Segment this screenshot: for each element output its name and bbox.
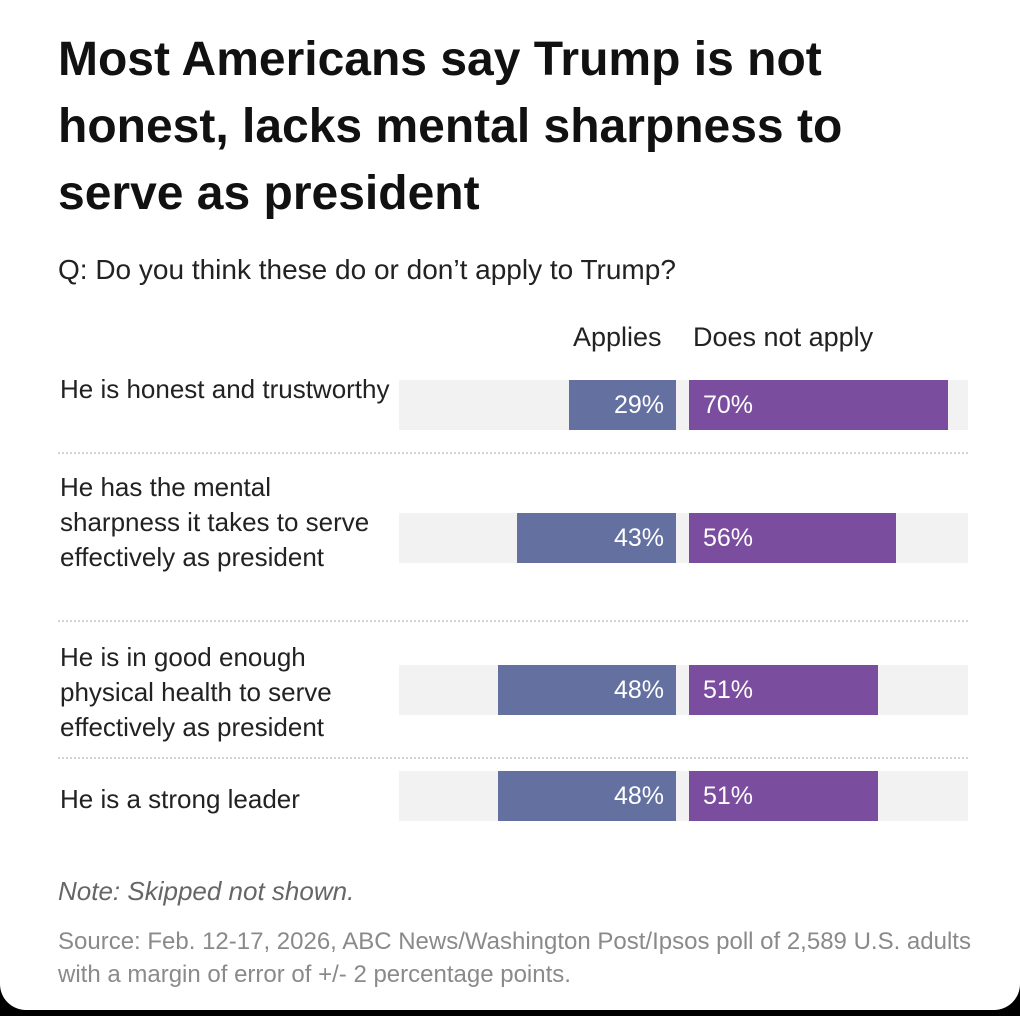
bar-track (399, 665, 968, 715)
chart-title: Most Americans say Trump is not honest, … (58, 33, 843, 220)
bar-applies: 48% (498, 665, 676, 715)
row-divider (58, 620, 968, 622)
legend-applies: Applies (573, 322, 662, 352)
bar-does-not-apply: 51% (689, 771, 878, 821)
bar-applies: 43% (516, 513, 676, 563)
row-divider (58, 452, 968, 454)
bar-applies: 29% (568, 380, 676, 430)
bar-does-not-apply: 70% (689, 380, 948, 430)
chart-source: Source: Feb. 12-17, 2026, ABC News/Washi… (58, 928, 971, 988)
bar-track (399, 771, 968, 821)
bar-does-not-apply: 51% (689, 665, 878, 715)
legend-does-not-apply: Does not apply (693, 322, 874, 352)
bar-does-not-apply: 56% (689, 513, 897, 563)
chart-subtitle: Q: Do you think these do or don’t apply … (58, 254, 676, 285)
row-divider (58, 757, 968, 759)
category-label: He is honest and trustworthy (60, 374, 390, 404)
category-label: He is a strong leader (60, 784, 300, 814)
category-label: He has the mental sharpness it takes to … (60, 472, 370, 572)
category-label: He is in good enough physical health to … (60, 642, 332, 742)
bar-applies: 48% (498, 771, 676, 821)
chart-note: Note: Skipped not shown. (58, 876, 355, 906)
